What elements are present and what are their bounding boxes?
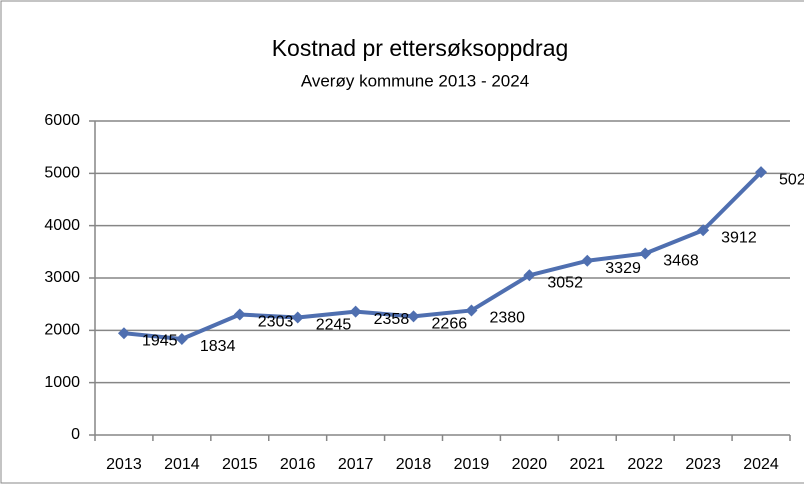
x-tick-label: 2021 [569, 456, 605, 473]
data-label: 2358 [374, 311, 410, 328]
x-tick-label: 2013 [106, 456, 142, 473]
marker [523, 269, 536, 282]
marker [291, 311, 304, 324]
y-tick-label: 6000 [44, 112, 80, 129]
x-tick-label: 2016 [280, 456, 316, 473]
data-label: 5022 [779, 171, 804, 188]
marker [639, 247, 652, 260]
chart-subtitle: Averøy kommune 2013 - 2024 [301, 71, 529, 90]
y-tick-label: 1000 [44, 374, 80, 391]
data-label: 2303 [258, 314, 294, 331]
marker [755, 166, 768, 179]
x-tick-label: 2017 [338, 456, 374, 473]
data-label: 1945 [142, 332, 178, 349]
data-label: 1834 [200, 338, 236, 355]
data-label: 2245 [316, 317, 352, 334]
marker [465, 304, 478, 317]
marker [581, 254, 594, 267]
data-label: 2380 [489, 310, 525, 327]
marker [349, 305, 362, 318]
data-label: 3912 [721, 229, 757, 246]
x-tick-label: 2015 [222, 456, 258, 473]
data-label: 3329 [605, 260, 641, 277]
x-tick-label: 2023 [685, 456, 721, 473]
x-tick-label: 2022 [627, 456, 663, 473]
marker [175, 333, 188, 346]
marker [697, 224, 710, 237]
data-label: 3052 [547, 274, 583, 291]
marker [407, 310, 420, 323]
y-tick-label: 0 [71, 426, 80, 443]
x-tick-label: 2014 [164, 456, 200, 473]
y-tick-label: 3000 [44, 269, 80, 286]
x-tick-label: 2018 [396, 456, 432, 473]
data-label: 2266 [432, 316, 468, 333]
y-tick-label: 2000 [44, 322, 80, 339]
line [123, 170, 763, 342]
y-tick-label: 4000 [44, 217, 80, 234]
x-tick-label: 2020 [512, 456, 548, 473]
data-label: 3468 [663, 253, 699, 270]
y-tick-label: 5000 [44, 165, 80, 182]
x-tick-label: 2024 [743, 456, 779, 473]
x-tick-label: 2019 [454, 456, 490, 473]
marker [233, 308, 246, 321]
marker [117, 327, 130, 340]
chart-title: Kostnad pr ettersøksoppdrag [272, 35, 569, 61]
